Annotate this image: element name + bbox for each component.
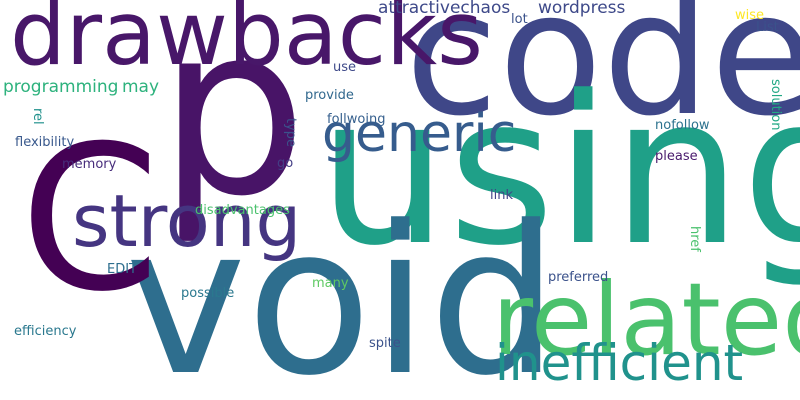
cloud-word: List [756, 20, 779, 35]
cloud-word: inefficient [495, 334, 744, 392]
cloud-word: rel [30, 108, 45, 125]
cloud-word: efficiency [14, 324, 77, 339]
cloud-word: many [312, 276, 349, 291]
cloud-word: generic [322, 104, 517, 164]
cloud-word: wise [735, 8, 765, 23]
cloud-word: follwoing [327, 112, 386, 127]
cloud-word: preferred [548, 270, 609, 285]
cloud-word: please [655, 149, 698, 164]
cloud-word: disadvantages [195, 203, 290, 218]
cloud-word: programming [3, 77, 119, 97]
cloud-word: may [122, 77, 160, 97]
cloud-word: p [158, 0, 308, 248]
cloud-word: nofollow [655, 118, 710, 133]
cloud-word: void [125, 183, 559, 400]
cloud-word: flexibility [15, 135, 75, 150]
cloud-word: attractivechaos [378, 0, 511, 18]
cloud-word: href [687, 226, 702, 252]
cloud-word: lot [511, 12, 528, 27]
cloud-word: wordpress [538, 0, 626, 18]
cloud-word: using [318, 53, 800, 291]
cloud-word: provide [305, 88, 354, 103]
cloud-word: strong [72, 179, 302, 263]
cloud-word: type [283, 118, 298, 148]
cloud-word: drawbacks [10, 0, 483, 85]
cloud-word: spite [369, 336, 401, 351]
cloud-word: code [405, 0, 800, 154]
cloud-word: go [277, 156, 294, 171]
cloud-word: C [20, 103, 160, 336]
cloud-word: memory [62, 157, 117, 172]
cloud-word: possible [181, 286, 235, 301]
cloud-word: solution [768, 79, 783, 131]
cloud-word: related [492, 261, 800, 378]
cloud-word: link [490, 188, 513, 203]
cloud-word: use [333, 60, 357, 75]
cloud-word: EDIT [107, 262, 137, 277]
